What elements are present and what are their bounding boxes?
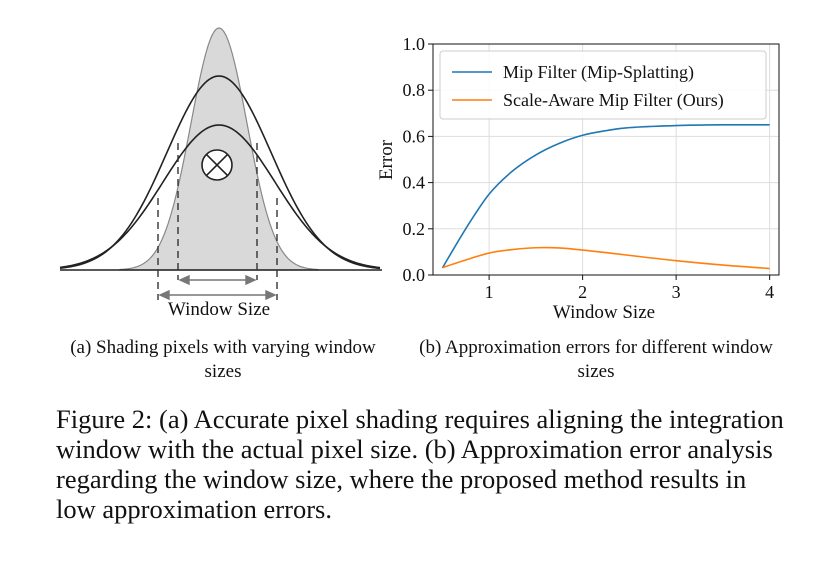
series-line-0 [441,123,770,269]
figure-caption: Figure 2: (a) Accurate pixel shading req… [56,404,784,524]
y-tick-label: 0.0 [403,265,426,285]
legend-label-scale-aware: Scale-Aware Mip Filter (Ours) [503,90,724,111]
gaussian-illustration: Window Size [59,27,382,320]
y-tick-label: 0.4 [403,173,426,193]
error-chart: 1 2 3 4 0.0 0.2 0.4 0.6 0.8 1.0 Mip Filter (Mip-… [376,34,780,323]
chart-series [441,123,770,270]
caption-b: (b) Approximation errors for different w… [419,337,773,382]
y-tick-label: 0.8 [403,80,426,100]
x-tick-label: 2 [578,282,587,302]
x-axis-ticks: 1 2 3 4 [485,275,774,302]
legend-box [439,50,767,120]
pixel-cross-circle-icon [201,149,233,181]
x-axis-label: Window Size [553,302,655,323]
medium-gaussian-curve [59,124,381,269]
y-axis-ticks: 0.0 0.2 0.4 0.6 0.8 1.0 [403,34,433,285]
inner-window-arrow [178,274,257,286]
y-tick-label: 0.2 [403,219,426,239]
chart-legend: Mip Filter (Mip-Splatting) Scale-Aware M… [439,50,767,120]
plot-frame [432,43,780,276]
outer-window-arrow [158,289,277,301]
x-tick-label: 4 [765,282,774,302]
y-axis-label: Error [376,139,397,180]
legend-label-mip-filter: Mip Filter (Mip-Splatting) [503,62,694,83]
narrow-gaussian-shaded [119,27,319,271]
x-tick-label: 3 [672,282,681,302]
y-tick-label: 1.0 [403,34,426,54]
window-size-label: Window Size [168,299,270,320]
caption-a: (a) Shading pixels with varying window s… [70,337,376,382]
series-line-1 [442,246,770,270]
y-tick-label: 0.6 [403,126,426,146]
x-tick-label: 1 [485,282,494,302]
